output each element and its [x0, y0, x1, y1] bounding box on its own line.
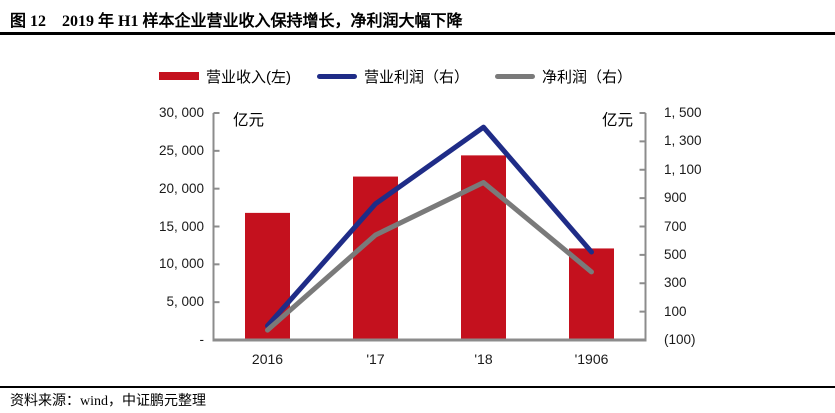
y-axis-label-left: 20, 000 — [158, 180, 204, 196]
y-axis-label-left: 10, 000 — [158, 256, 204, 272]
chart-area: 亿元 亿元 30, 000 25, 000 20, 000 15, 000 10, 00… — [0, 100, 835, 380]
x-axis-label: '18 — [474, 351, 493, 367]
chart-legend: 营业收入(左) 营业利润（右） 净利润（右） — [0, 64, 813, 88]
y-axis-label-left: - — [199, 332, 205, 347]
y-axis-label-left: 5, 000 — [166, 294, 204, 310]
legend-swatch-line-icon — [316, 73, 357, 79]
y-axis-label-right: 1, 100 — [664, 161, 702, 177]
legend-label: 营业利润（右） — [363, 68, 469, 86]
legend-label: 净利润（右） — [542, 68, 633, 86]
legend-label: 营业收入(左) — [205, 68, 291, 86]
y-axis-label-right: (100) — [664, 332, 696, 347]
legend-item-2: 净利润（右） — [495, 66, 632, 87]
figure-title: 图 12 2019 年 H1 样本企业营业收入保持增长，净利润大幅下降 — [10, 13, 463, 30]
y-axis-label-right: 100 — [664, 303, 687, 319]
bar-'18 — [461, 155, 506, 340]
legend-swatch-line-icon — [495, 73, 535, 79]
y-axis-label-right: 1, 300 — [664, 133, 702, 149]
footer-rule — [0, 386, 835, 388]
right-axis-unit-label: 亿元 — [601, 112, 633, 129]
y-axis-label-left: 25, 000 — [158, 142, 204, 158]
line-series-0 — [265, 124, 594, 329]
line-series-1 — [265, 180, 594, 333]
y-axis-label-left: 15, 000 — [158, 218, 204, 234]
legend-swatch-bar-icon — [158, 72, 199, 80]
y-axis-label-right: 1, 500 — [664, 105, 702, 120]
legend-item-0: 营业收入(左) — [158, 66, 291, 87]
bar-2016 — [245, 212, 290, 340]
left-axis-unit-label: 亿元 — [233, 112, 265, 129]
title-rule — [0, 32, 835, 35]
y-axis-label-left: 30, 000 — [158, 105, 204, 120]
source-note: 资料来源：wind，中证鹏元整理 — [10, 394, 206, 409]
y-axis-label-right: 300 — [664, 275, 687, 291]
x-axis-label: '17 — [366, 351, 385, 367]
x-axis-label: '1906 — [574, 351, 609, 367]
chart-canvas — [212, 112, 647, 342]
y-axis-label-right: 500 — [664, 246, 687, 262]
y-axis-label-right: 700 — [664, 218, 687, 234]
x-axis-label: 2016 — [251, 351, 284, 367]
bar-'1906 — [569, 248, 614, 340]
legend-item-1: 营业利润（右） — [316, 66, 469, 87]
y-axis-label-right: 900 — [664, 190, 687, 206]
